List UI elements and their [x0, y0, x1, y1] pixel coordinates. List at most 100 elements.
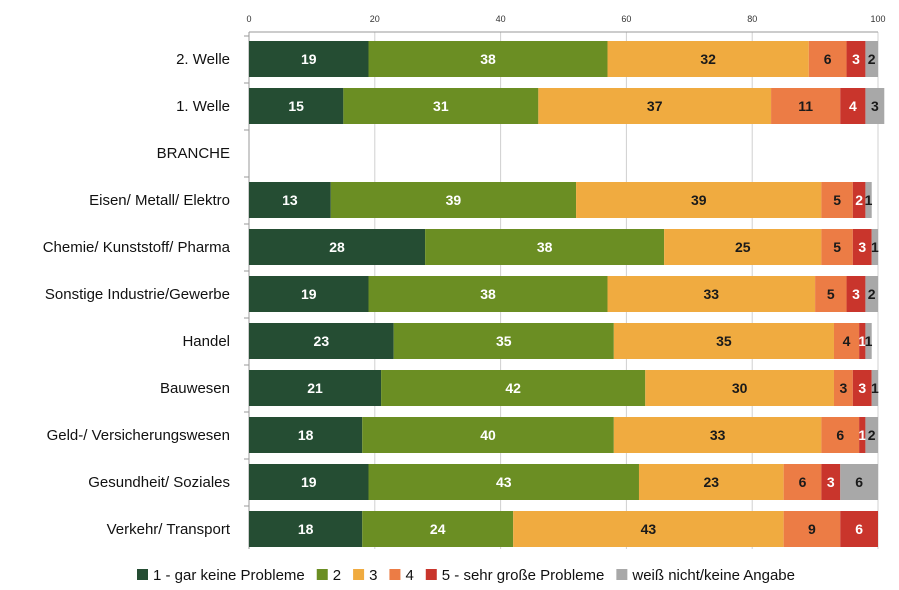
bar-segment: [368, 464, 639, 500]
x-tick-label: 20: [370, 14, 380, 24]
data-label: 38: [480, 286, 496, 302]
data-label: 25: [735, 239, 751, 255]
data-label: 9: [808, 521, 816, 537]
bar-segment: [865, 41, 878, 77]
data-label: 23: [704, 474, 720, 490]
data-label: 13: [282, 192, 298, 208]
data-label: 31: [433, 98, 449, 114]
bar-segment: [638, 464, 784, 500]
bar-segment: [852, 370, 872, 406]
bar-segment: [249, 182, 331, 218]
data-label: 1: [871, 239, 879, 255]
data-label: 2: [868, 286, 876, 302]
bar-segment: [330, 182, 577, 218]
bar-segment: [393, 323, 614, 359]
legend-label: 5 - sehr große Probleme: [442, 567, 605, 584]
x-tick-label: 40: [496, 14, 506, 24]
bar-segment: [859, 417, 866, 453]
data-label: 19: [301, 51, 317, 67]
data-label: 18: [298, 521, 314, 537]
bar-segment: [425, 229, 665, 265]
category-label: Eisen/ Metall/ Elektro: [89, 192, 230, 209]
data-label: 19: [301, 286, 317, 302]
data-label: 39: [691, 192, 707, 208]
bar-segment: [852, 182, 866, 218]
legend-swatch: [316, 569, 328, 580]
bar-segment: [538, 88, 772, 124]
bar-segment: [249, 464, 369, 500]
legend-label: 3: [369, 567, 377, 584]
data-label: 33: [710, 427, 726, 443]
data-label: 43: [641, 521, 657, 537]
legend-label: weiß nicht/keine Angabe: [631, 567, 795, 584]
data-label: 38: [537, 239, 553, 255]
bar-segment: [821, 229, 853, 265]
bar-segment: [821, 417, 860, 453]
bar-segment: [249, 511, 363, 547]
bar-segment: [664, 229, 822, 265]
data-label: 1: [865, 192, 873, 208]
data-label: 3: [852, 286, 860, 302]
bar-segment: [362, 511, 514, 547]
bar-segment: [865, 182, 872, 218]
bar-segment: [381, 370, 646, 406]
bar-segment: [871, 370, 878, 406]
x-tick-label: 60: [621, 14, 631, 24]
category-label: Handel: [182, 333, 230, 350]
data-label: 5: [833, 239, 841, 255]
data-label: 37: [647, 98, 663, 114]
x-tick-label: 80: [747, 14, 757, 24]
legend-swatch: [425, 569, 437, 580]
bar-segment: [833, 323, 860, 359]
data-label: 38: [480, 51, 496, 67]
bar-segment: [852, 229, 872, 265]
legend-label: 2: [333, 567, 341, 584]
legend-swatch: [389, 569, 401, 580]
data-label: 1: [858, 427, 866, 443]
data-label: 3: [852, 51, 860, 67]
data-label: 6: [836, 427, 844, 443]
data-label: 35: [496, 333, 512, 349]
data-label: 39: [446, 192, 462, 208]
legend-swatch: [353, 569, 365, 580]
data-label: 21: [307, 380, 323, 396]
x-tick-label: 0: [246, 14, 251, 24]
data-label: 3: [827, 474, 835, 490]
bar-segment: [368, 276, 608, 312]
bar-segment: [607, 276, 816, 312]
bar-segment: [865, 276, 878, 312]
bar-segment: [249, 41, 369, 77]
data-label: 3: [871, 98, 879, 114]
data-label: 32: [700, 51, 716, 67]
data-label: 28: [329, 239, 345, 255]
data-label: 35: [716, 333, 732, 349]
data-label: 18: [298, 427, 314, 443]
data-label: 3: [858, 239, 866, 255]
data-label: 15: [288, 98, 304, 114]
bar-segment: [249, 370, 382, 406]
x-tick-label: 100: [870, 14, 885, 24]
bar-segment: [846, 276, 866, 312]
category-label: 2. Welle: [176, 51, 230, 68]
category-label: 1. Welle: [176, 98, 230, 115]
bar-segment: [833, 370, 853, 406]
data-label: 19: [301, 474, 317, 490]
data-label: 40: [480, 427, 496, 443]
data-label: 2: [868, 427, 876, 443]
bar-segment: [513, 511, 784, 547]
bar-segment: [783, 511, 841, 547]
data-label: 3: [840, 380, 848, 396]
category-label: BRANCHE: [157, 145, 230, 162]
data-label: 4: [849, 98, 857, 114]
category-label: Geld-/ Versicherungswesen: [47, 427, 230, 444]
bar-segment: [249, 88, 344, 124]
bar-segment: [840, 88, 866, 124]
data-label: 6: [799, 474, 807, 490]
bar-segment: [821, 464, 841, 500]
bar-segment: [815, 276, 847, 312]
data-label: 6: [855, 474, 863, 490]
legend-label: 4: [405, 567, 413, 584]
bar-segment: [613, 417, 822, 453]
data-label: 3: [858, 380, 866, 396]
